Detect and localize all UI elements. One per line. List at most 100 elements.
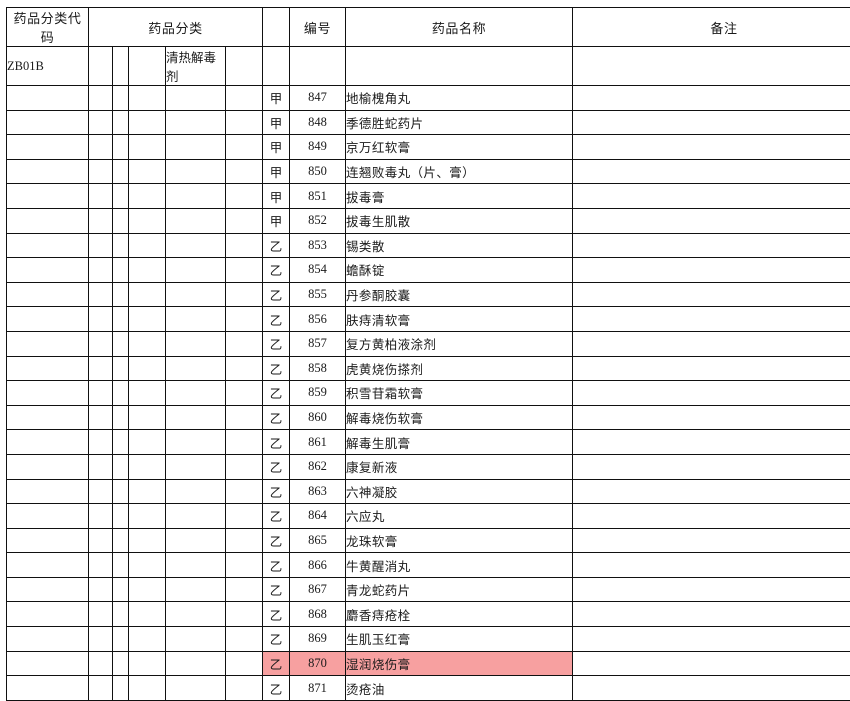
- cell-sub1: [89, 184, 113, 209]
- cell-number: 849: [290, 135, 346, 160]
- cell-drug-name: 牛黄醒消丸: [346, 553, 573, 578]
- cell-category-code: [7, 602, 89, 627]
- cell-sub2: [113, 208, 129, 233]
- cell-sub5: [226, 627, 263, 652]
- cell-category-name: [166, 479, 226, 504]
- cell-sub2: [113, 135, 129, 160]
- cell-sub3: [129, 454, 166, 479]
- cell-grade: 乙: [263, 553, 290, 578]
- cell-category-name: [166, 135, 226, 160]
- cell-sub3: [129, 479, 166, 504]
- cell-category-code: [7, 479, 89, 504]
- cell-remark: [573, 479, 850, 504]
- cell-category-name: [166, 553, 226, 578]
- cell-category-name: [166, 159, 226, 184]
- cell-grade: 乙: [263, 405, 290, 430]
- cell-sub1: [89, 553, 113, 578]
- cell-remark: [573, 258, 850, 283]
- cell-number: 851: [290, 184, 346, 209]
- cell-sub2: [113, 184, 129, 209]
- cell-remark: [573, 430, 850, 455]
- cell-sub5: [226, 528, 263, 553]
- cell-sub3: [129, 233, 166, 258]
- cell-sub1: [89, 651, 113, 676]
- cell-grade: 甲: [263, 184, 290, 209]
- cell-grade: 甲: [263, 135, 290, 160]
- category-row: ZB01B 清热解毒剂: [7, 47, 850, 86]
- cell-sub2: [113, 553, 129, 578]
- cell-sub1: [89, 233, 113, 258]
- cell-number: 856: [290, 307, 346, 332]
- cell-sub5: [226, 504, 263, 529]
- cell-category-name: [166, 184, 226, 209]
- cell-remark: [573, 504, 850, 529]
- cell-sub1: [89, 159, 113, 184]
- cell-drug-name: 拔毒生肌散: [346, 208, 573, 233]
- cell-sub3: [129, 651, 166, 676]
- cell-number: [290, 47, 346, 86]
- cell-sub1: [89, 430, 113, 455]
- cell-sub5: [226, 86, 263, 111]
- cell-category-name: [166, 381, 226, 406]
- cell-sub5: [226, 184, 263, 209]
- cell-sub3: [129, 528, 166, 553]
- cell-category-code: [7, 627, 89, 652]
- cell-sub5: [226, 258, 263, 283]
- cell-category-code: [7, 184, 89, 209]
- cell-drug-name: 六神凝胶: [346, 479, 573, 504]
- cell-sub5: [226, 651, 263, 676]
- cell-sub3: [129, 577, 166, 602]
- cell-category-name: [166, 454, 226, 479]
- cell-drug-name: 拔毒膏: [346, 184, 573, 209]
- cell-sub2: [113, 159, 129, 184]
- cell-grade: 乙: [263, 454, 290, 479]
- cell-sub2: [113, 233, 129, 258]
- cell-sub3: [129, 110, 166, 135]
- cell-category-code: ZB01B: [7, 47, 89, 86]
- cell-category-name: [166, 602, 226, 627]
- cell-drug-name: [346, 47, 573, 86]
- cell-sub5: [226, 479, 263, 504]
- cell-number: 861: [290, 430, 346, 455]
- cell-sub2: [113, 258, 129, 283]
- table-header-row: 药品分类代码 药品分类 编号 药品名称 备注: [7, 8, 850, 47]
- cell-number: 866: [290, 553, 346, 578]
- cell-sub1: [89, 528, 113, 553]
- cell-sub2: [113, 676, 129, 701]
- cell-sub3: [129, 258, 166, 283]
- cell-sub5: [226, 356, 263, 381]
- cell-sub1: [89, 356, 113, 381]
- cell-grade: 乙: [263, 676, 290, 701]
- cell-category-name: [166, 430, 226, 455]
- cell-number: 854: [290, 258, 346, 283]
- cell-sub2: [113, 602, 129, 627]
- cell-sub1: [89, 307, 113, 332]
- cell-sub5: [226, 135, 263, 160]
- cell-grade: 乙: [263, 577, 290, 602]
- cell-drug-name: 康复新液: [346, 454, 573, 479]
- cell-grade: 甲: [263, 159, 290, 184]
- cell-category-name: [166, 233, 226, 258]
- cell-category-code: [7, 356, 89, 381]
- column-header-category-code: 药品分类代码: [7, 8, 89, 47]
- table-header: 药品分类代码 药品分类 编号 药品名称 备注: [7, 8, 850, 47]
- cell-drug-name: 蟾酥锭: [346, 258, 573, 283]
- cell-grade: 甲: [263, 208, 290, 233]
- cell-category-name: [166, 86, 226, 111]
- cell-grade: 乙: [263, 602, 290, 627]
- cell-category-code: [7, 110, 89, 135]
- cell-sub1: [89, 135, 113, 160]
- cell-category-name: [166, 258, 226, 283]
- cell-remark: [573, 405, 850, 430]
- cell-drug-name: 连翘败毒丸（片、膏）: [346, 159, 573, 184]
- cell-drug-name: 复方黄柏液涂剂: [346, 331, 573, 356]
- cell-remark: [573, 86, 850, 111]
- cell-sub2: [113, 430, 129, 455]
